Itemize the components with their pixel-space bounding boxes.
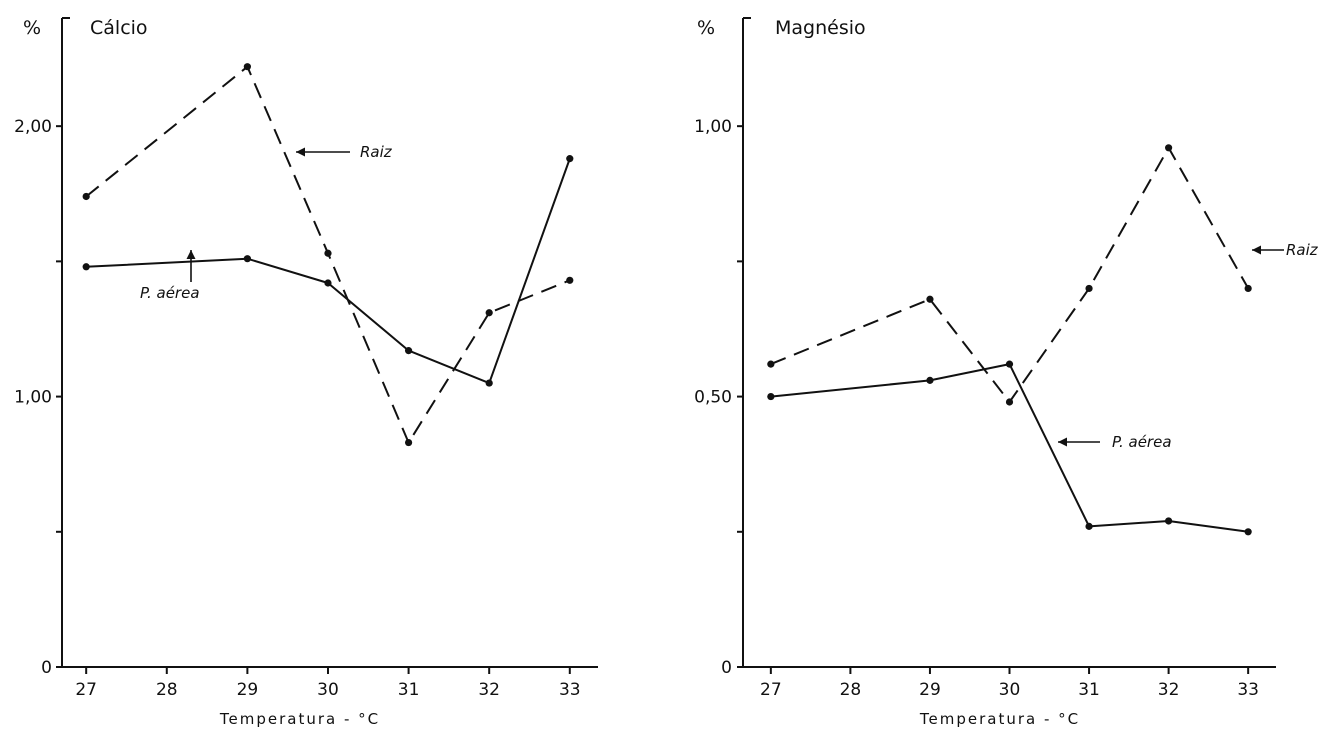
x-tick-label: 30 bbox=[999, 680, 1021, 700]
data-point bbox=[324, 249, 332, 257]
x-tick-label: 32 bbox=[1158, 680, 1180, 700]
data-point bbox=[1165, 517, 1173, 525]
chart-title: Cálcio bbox=[90, 17, 148, 39]
annotation-label: Raiz bbox=[360, 143, 393, 161]
data-point bbox=[404, 438, 413, 447]
x-tick-label: 30 bbox=[317, 680, 339, 700]
annotation-arrow-head bbox=[1252, 245, 1261, 255]
data-point bbox=[243, 255, 251, 263]
series-line-parte-aerea bbox=[86, 158, 571, 385]
x-tick-label: 28 bbox=[840, 680, 862, 700]
magnesium-chart-panel: % Magnésio 0 0,50 1,00 27 28 29 30 31 32 33 Temperat… bbox=[694, 17, 1319, 728]
x-tick-label: 29 bbox=[237, 680, 259, 700]
series-line-raiz bbox=[85, 65, 571, 444]
y-tick-label: 0 bbox=[721, 658, 732, 678]
y-tick-label: 2,00 bbox=[14, 117, 52, 137]
series-line-raiz bbox=[770, 146, 1250, 403]
data-point bbox=[82, 192, 90, 201]
annotation-label: P. aérea bbox=[1112, 433, 1172, 451]
data-point bbox=[485, 309, 493, 317]
y-axis-unit-label: % bbox=[23, 17, 41, 39]
y-axis-unit-label: % bbox=[697, 17, 715, 39]
x-axis-label: Temperatura - °C bbox=[919, 710, 1080, 728]
data-point bbox=[1005, 398, 1014, 406]
data-point bbox=[1005, 360, 1014, 368]
annotation-arrow-head bbox=[1058, 437, 1067, 447]
calcium-chart-panel: % Cálcio 0 1,00 2,00 27 28 29 30 31 32 33 Temperatur… bbox=[14, 17, 598, 728]
data-point bbox=[324, 279, 332, 287]
data-point bbox=[243, 63, 251, 71]
data-point bbox=[1165, 144, 1173, 152]
y-tick-label: 0,50 bbox=[694, 388, 732, 408]
y-tick-label: 0 bbox=[41, 658, 52, 678]
data-point bbox=[485, 379, 493, 387]
x-tick-label: 33 bbox=[559, 680, 581, 700]
data-point bbox=[1085, 284, 1093, 293]
x-tick-label: 33 bbox=[1237, 680, 1259, 700]
annotation-arrow-head bbox=[296, 147, 305, 157]
data-point bbox=[1244, 284, 1252, 293]
x-tick-label: 27 bbox=[75, 680, 97, 700]
data-point bbox=[566, 155, 574, 163]
data-point bbox=[82, 263, 90, 271]
data-point bbox=[767, 360, 775, 368]
y-tick-label: 1,00 bbox=[694, 117, 732, 137]
x-axis-label: Temperatura - °C bbox=[219, 710, 380, 728]
data-point bbox=[926, 295, 934, 303]
data-point bbox=[767, 392, 775, 401]
x-tick-label: 27 bbox=[760, 680, 782, 700]
data-point bbox=[1085, 522, 1093, 530]
annotation-arrow-head bbox=[186, 250, 196, 259]
data-point bbox=[404, 347, 413, 355]
data-point bbox=[566, 276, 574, 284]
y-tick-label: 1,00 bbox=[14, 388, 52, 408]
x-tick-label: 31 bbox=[1078, 680, 1100, 700]
annotation-label: Raiz bbox=[1286, 241, 1319, 259]
x-tick-label: 29 bbox=[919, 680, 941, 700]
data-point bbox=[926, 376, 934, 384]
annotation-label: P. aérea bbox=[140, 284, 200, 302]
series-line-parte-aerea bbox=[770, 363, 1249, 533]
x-tick-label: 31 bbox=[398, 680, 420, 700]
chart-title: Magnésio bbox=[775, 17, 866, 39]
x-tick-label: 28 bbox=[156, 680, 178, 700]
data-point bbox=[1244, 528, 1252, 536]
x-tick-label: 32 bbox=[478, 680, 500, 700]
